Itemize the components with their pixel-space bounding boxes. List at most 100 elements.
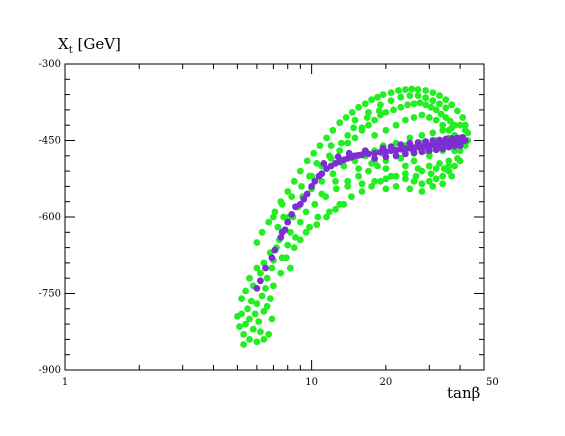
green-point — [439, 126, 447, 134]
green-point — [333, 185, 340, 193]
green-point — [402, 175, 409, 183]
green-point — [392, 183, 400, 190]
purple-point — [288, 211, 296, 218]
y-axis-title-subscript: t — [69, 45, 73, 56]
purple-point — [422, 138, 430, 145]
green-point — [278, 200, 286, 208]
purple-point — [262, 264, 269, 272]
green-point — [344, 132, 352, 139]
green-point — [454, 107, 461, 115]
purple-point — [454, 134, 461, 142]
green-point — [348, 109, 356, 116]
green-point — [382, 165, 390, 173]
green-point — [262, 285, 269, 292]
green-point — [392, 172, 400, 180]
purple-point — [456, 142, 464, 150]
green-point — [404, 101, 411, 109]
purple-point — [442, 135, 450, 143]
green-point — [260, 336, 268, 343]
green-point — [342, 114, 350, 121]
green-point — [306, 223, 313, 231]
green-point — [429, 129, 437, 137]
x-tick-label: 1 — [62, 377, 68, 388]
purple-point — [308, 183, 315, 190]
green-point — [318, 177, 326, 185]
green-point — [451, 162, 458, 170]
green-point — [327, 142, 335, 150]
green-point — [387, 89, 395, 96]
green-point — [429, 97, 437, 105]
green-point — [260, 308, 268, 315]
green-point — [344, 183, 352, 190]
purple-point — [406, 139, 414, 147]
green-point — [336, 119, 344, 127]
green-point — [382, 126, 390, 134]
green-point — [418, 111, 426, 119]
green-point — [240, 341, 248, 348]
green-point — [313, 160, 321, 167]
green-point — [451, 121, 458, 129]
y-tick-label: -750 — [39, 289, 61, 300]
green-point — [313, 221, 321, 229]
green-point — [422, 87, 430, 94]
green-point — [253, 239, 261, 246]
green-point — [432, 116, 440, 124]
green-point — [351, 116, 359, 124]
green-point — [253, 300, 261, 308]
x-axis-title: tanβ — [447, 384, 480, 402]
purple-point — [311, 177, 319, 185]
green-point — [270, 213, 277, 221]
green-point — [456, 157, 464, 165]
green-point — [402, 86, 409, 93]
green-point — [332, 205, 339, 213]
purple-point — [361, 147, 369, 155]
green-point — [332, 177, 339, 185]
green-point — [456, 121, 464, 129]
green-point — [271, 208, 279, 216]
purple-point — [445, 143, 453, 151]
green-point — [358, 180, 366, 188]
green-point — [238, 310, 246, 318]
purple-point — [387, 143, 395, 151]
purple-point — [271, 246, 279, 254]
green-point — [371, 116, 378, 124]
green-point — [253, 338, 261, 346]
green-point — [274, 223, 282, 231]
green-point — [348, 193, 355, 201]
green-point — [338, 139, 345, 147]
green-point — [303, 157, 311, 165]
green-point — [368, 96, 375, 104]
green-point — [418, 188, 426, 195]
green-point — [310, 149, 318, 157]
purple-point — [334, 153, 342, 161]
purple-point — [300, 195, 308, 203]
green-point — [425, 114, 433, 121]
y-tick-label: -900 — [39, 365, 61, 376]
purple-point — [439, 145, 447, 153]
purple-point — [402, 150, 409, 158]
green-point — [318, 190, 326, 198]
green-point — [382, 175, 390, 183]
green-point — [410, 114, 418, 121]
purple-point — [253, 285, 261, 292]
green-point — [298, 183, 305, 190]
green-point — [445, 157, 453, 165]
green-point — [429, 183, 437, 190]
green-point — [448, 101, 456, 109]
green-point — [266, 295, 274, 302]
green-point — [379, 91, 387, 98]
green-point — [448, 172, 456, 180]
green-point — [402, 170, 409, 178]
green-point — [246, 315, 253, 323]
green-point — [258, 228, 266, 236]
green-point — [437, 110, 445, 118]
green-point — [248, 297, 255, 305]
green-point — [263, 274, 271, 282]
green-point — [371, 177, 378, 185]
green-point — [287, 228, 294, 236]
green-point — [414, 92, 422, 99]
green-point — [251, 310, 259, 318]
green-point — [277, 269, 285, 277]
purple-point — [429, 137, 437, 144]
